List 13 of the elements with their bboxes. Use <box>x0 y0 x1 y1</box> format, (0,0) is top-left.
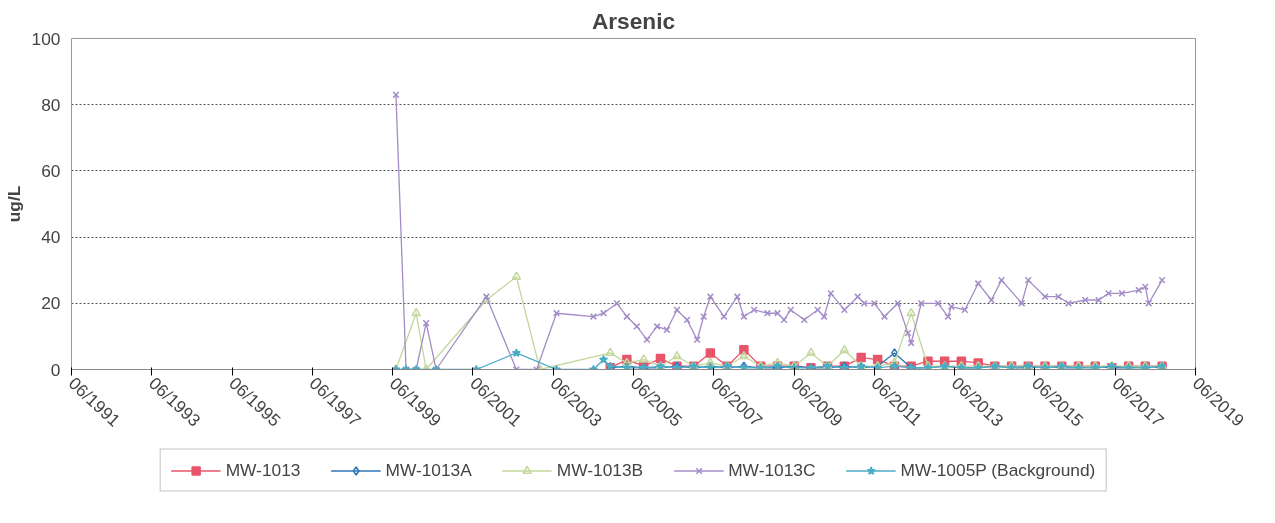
legend-label: MW-1013B <box>556 459 644 481</box>
y-tick-label: 0 <box>50 359 61 380</box>
y-tick-label: 80 <box>41 94 61 115</box>
y-tick-label: 60 <box>41 160 61 181</box>
legend-label: MW-1013 <box>225 459 301 481</box>
legend-label: MW-1013C <box>728 459 816 481</box>
y-axis-title: ug/L <box>3 185 24 223</box>
chart-title: Arsenic <box>591 7 676 34</box>
y-tick-label: 20 <box>41 293 61 314</box>
y-tick-label: 40 <box>41 227 61 248</box>
legend-label: MW-1005P (Background) <box>900 459 1096 481</box>
legend-label: MW-1013A <box>385 459 472 481</box>
y-tick-label: 100 <box>31 28 61 49</box>
